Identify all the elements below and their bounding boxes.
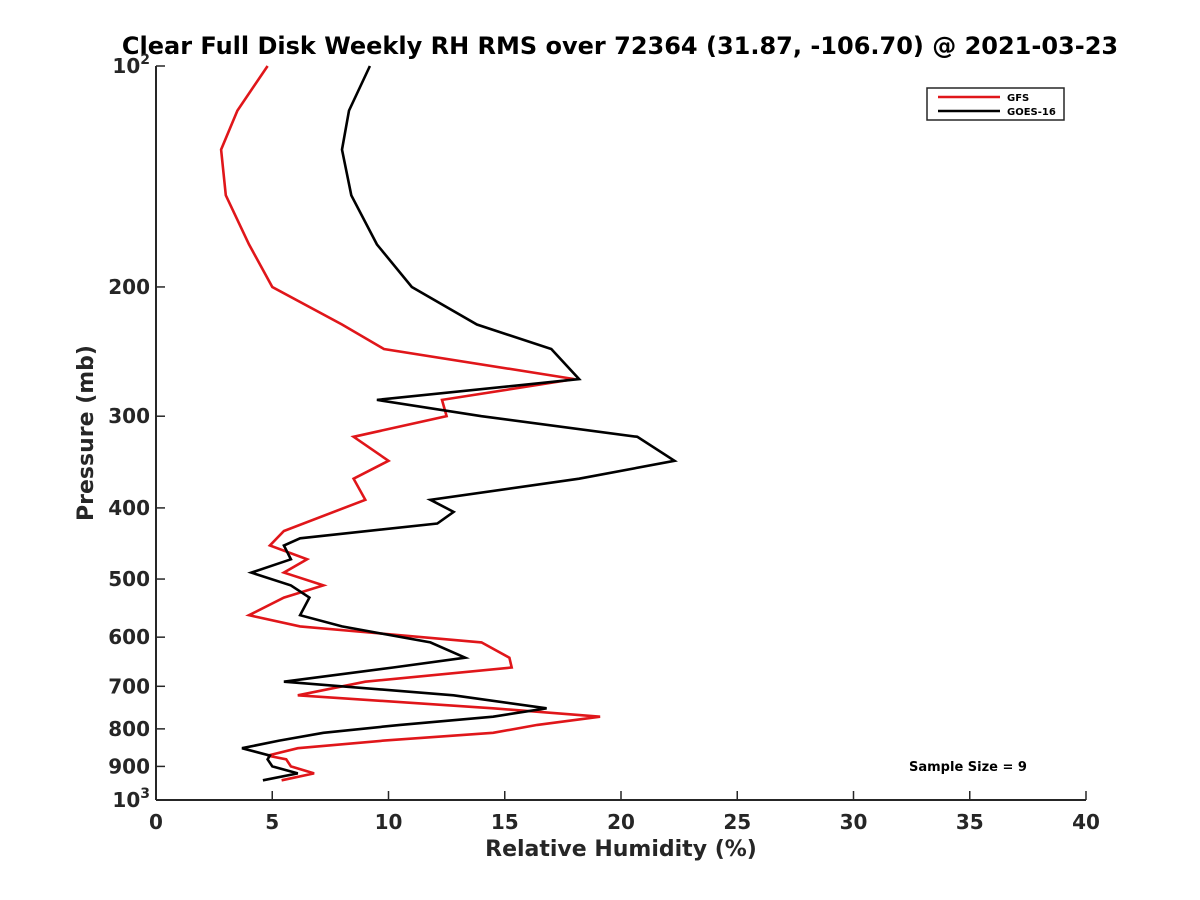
y-tick-label: 900	[108, 754, 150, 778]
x-tick-label: 20	[607, 810, 635, 834]
y-tick-label: 800	[108, 717, 150, 741]
x-ticks: 0 5 10 15 20 25 30 35 40	[149, 791, 1100, 834]
legend: GFS GOES-16	[926, 87, 1065, 121]
plot-area: 0 5 10 15 20 25 30 35 40 102 200 300 400 500 600 700 80…	[108, 52, 1100, 834]
legend-label-gfs: GFS	[1007, 93, 1029, 104]
series-layer	[219, 65, 678, 782]
x-tick-label: 30	[840, 810, 868, 834]
legend-box	[926, 87, 1065, 121]
y-tick-label: 300	[108, 404, 150, 428]
x-tick-label: 35	[956, 810, 984, 834]
x-tick-label: 40	[1072, 810, 1100, 834]
x-tick-label: 25	[723, 810, 751, 834]
y-tick-label: 102	[112, 52, 150, 78]
y-tick-label: 400	[108, 496, 150, 520]
sample-size-annotation: Sample Size = 9	[909, 760, 1027, 775]
x-tick-label: 5	[265, 810, 279, 834]
y-tick-label: 103	[112, 786, 150, 812]
chart-title: Clear Full Disk Weekly RH RMS over 72364…	[122, 32, 1118, 60]
series-line-goes16	[241, 65, 678, 782]
x-tick-label: 10	[375, 810, 403, 834]
y-tick-label: 600	[108, 625, 150, 649]
y-axis-label: Pressure (mb)	[74, 345, 99, 521]
y-tick-label: 500	[108, 567, 150, 591]
y-tick-label: 200	[108, 275, 150, 299]
y-tick-label: 700	[108, 674, 150, 698]
legend-label-goes16: GOES-16	[1007, 107, 1056, 118]
x-axis-label: Relative Humidity (%)	[485, 837, 757, 862]
y-ticks: 102 200 300 400 500 600 700 800 900 103	[108, 52, 165, 812]
x-tick-label: 0	[149, 810, 163, 834]
x-tick-label: 15	[491, 810, 519, 834]
series-line-gfs	[219, 65, 601, 782]
